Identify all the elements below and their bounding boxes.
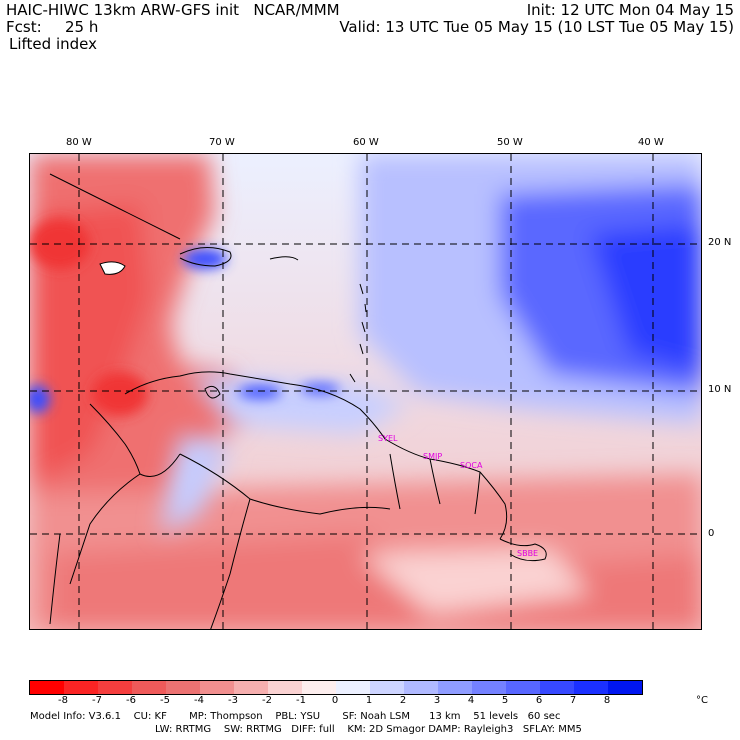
lat-label-equator: 0 [708,528,715,539]
colorbar-swatch [268,681,302,694]
station-soca: SOCA [460,461,483,470]
lifted-index-map: SYEL SMJP SOCA SBBE [29,153,702,630]
colorbar-label: 0 [331,695,339,706]
station-smjp: SMJP [423,452,442,461]
colorbar-label: -6 [126,695,136,706]
colorbar-label: -1 [296,695,306,706]
colorbar-swatch [302,681,336,694]
colorbar-label: 1 [365,695,373,706]
colorbar-swatch [540,681,574,694]
colorbar-swatch [574,681,608,694]
colorbar-label: -5 [160,695,170,706]
colorbar-swatch [166,681,200,694]
colorbar-label: 7 [569,695,577,706]
colorbar-swatch [472,681,506,694]
colorbar-swatch [234,681,268,694]
colorbar-label: 8 [603,695,611,706]
colorbar-swatch [370,681,404,694]
colorbar-swatch [336,681,370,694]
stable-region [160,154,701,534]
colorbar-label: 6 [535,695,543,706]
lon-label-80w: 80 W [66,137,92,148]
colorbar-swatch [200,681,234,694]
map-canvas: SYEL SMJP SOCA SBBE [30,154,701,629]
model-info-line-2: LW: RRTMG SW: RRTMG DIFF: full KM: 2D Sm… [155,724,582,735]
colorbar-label: -7 [92,695,102,706]
colorbar-unit: °C [696,695,708,706]
lat-label-10n: 10 N [708,384,732,395]
colorbar-swatch [608,681,642,694]
model-title: HAIC-HIWC 13km ARW-GFS init NCAR/MMM [6,1,340,19]
lat-label-20n: 20 N [708,237,732,248]
colorbar-swatch [132,681,166,694]
valid-time: Valid: 13 UTC Tue 05 May 15 (10 LST Tue … [339,18,734,36]
station-sbbe: SBBE [517,549,538,558]
colorbar [29,680,643,695]
colorbar-label: 2 [399,695,407,706]
lat-lon-grid [30,154,701,629]
forecast-label: Fcst: [6,18,42,36]
lon-label-40w: 40 W [638,137,664,148]
colorbar-label: -2 [262,695,272,706]
station-syel: SYEL [378,434,398,443]
colorbar-swatch [506,681,540,694]
colorbar-label: -4 [194,695,204,706]
colorbar-swatch [30,681,64,694]
colorbar-label: 3 [433,695,441,706]
colorbar-label: 4 [467,695,475,706]
colorbar-label: -8 [58,695,68,706]
colorbar-swatch [64,681,98,694]
colorbar-swatch [404,681,438,694]
field-name: Lifted index [9,35,97,53]
lon-label-50w: 50 W [497,137,523,148]
init-time: Init: 12 UTC Mon 04 May 15 [526,1,734,19]
coastlines [49,173,547,629]
colorbar-label: -3 [228,695,238,706]
station-labels: SYEL SMJP SOCA SBBE [378,434,538,558]
lon-label-60w: 60 W [353,137,379,148]
colorbar-swatch [438,681,472,694]
lon-label-70w: 70 W [209,137,235,148]
colorbar-label: 5 [501,695,509,706]
model-info-line-1: Model Info: V3.6.1 CU: KF MP: Thompson P… [30,711,561,722]
forecast-hour: 25 h [65,18,99,36]
colorbar-swatch [98,681,132,694]
